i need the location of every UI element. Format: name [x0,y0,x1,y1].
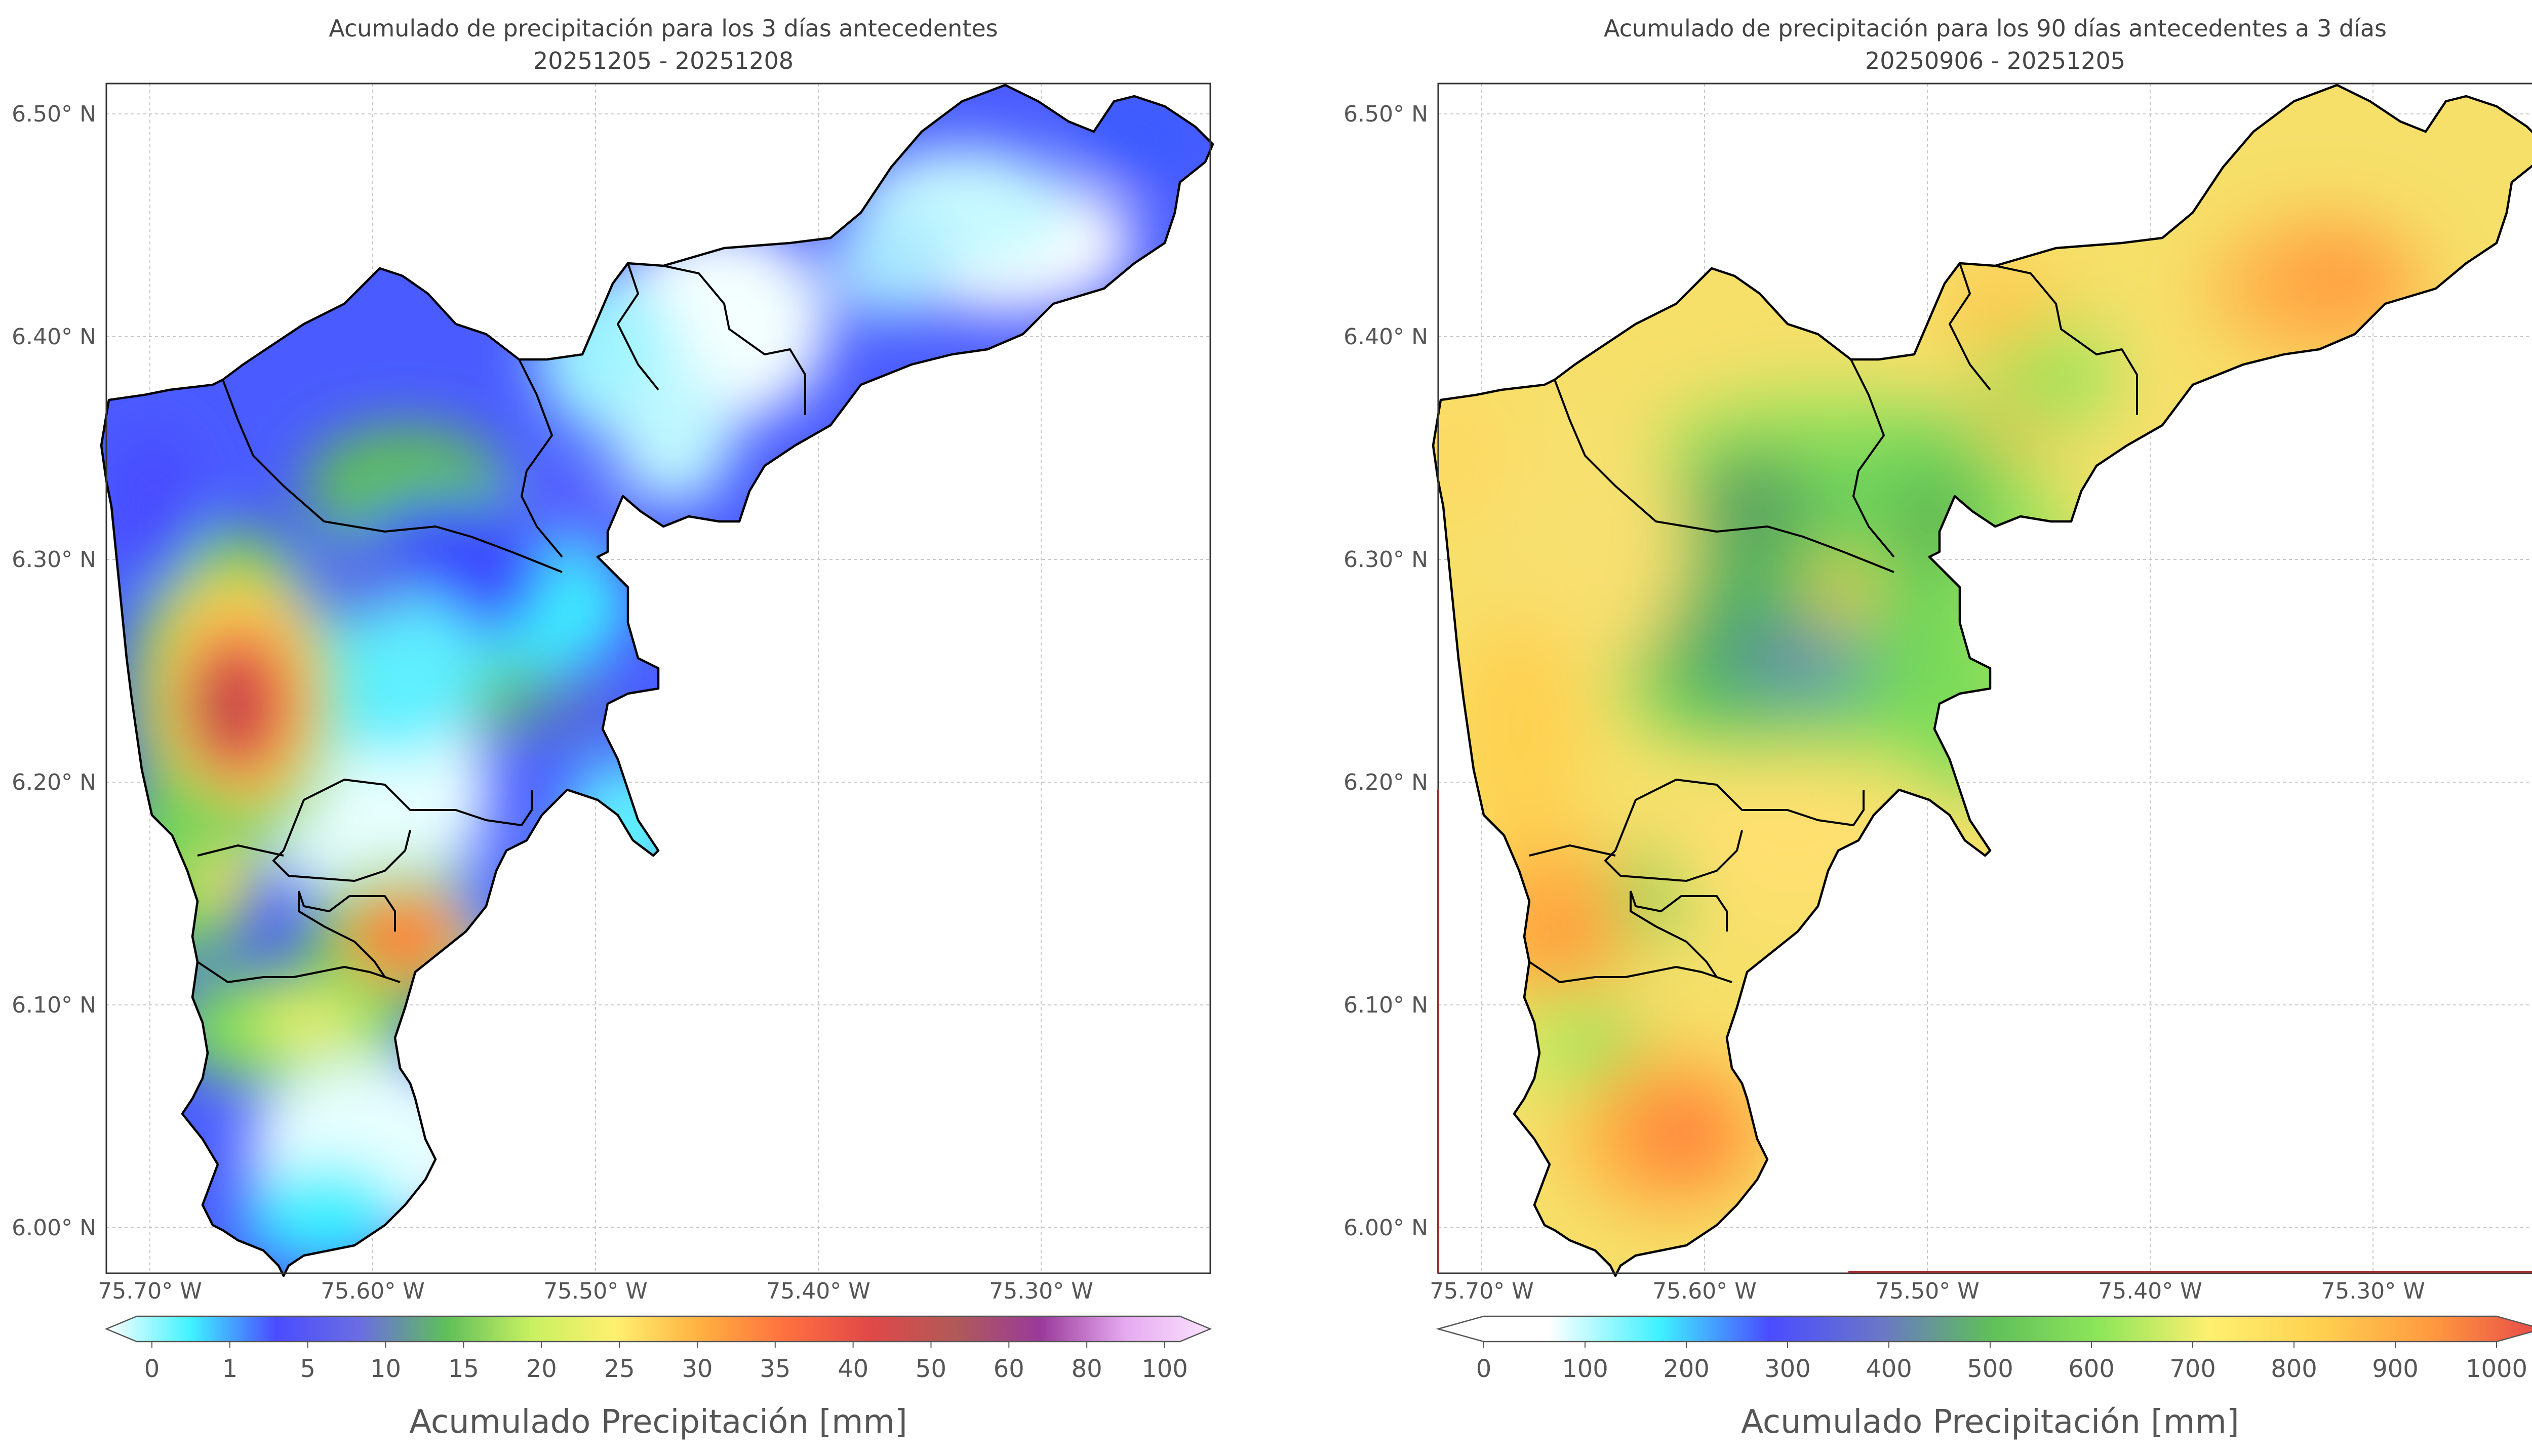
colorbar-tick-label: 50 [916,1355,946,1383]
colorbar-tick-label: 10 [370,1355,401,1383]
colorbar-tick-label: 900 [2372,1355,2419,1383]
colorbar-tick-label: 0 [1476,1355,1492,1383]
left-municipality-borders [196,263,806,983]
left-colorbar-bar [104,1315,1212,1343]
lon-label: 75.70° W [1430,1278,1533,1304]
colorbar-tick-label: 5 [300,1355,315,1383]
right-precip-field [1433,85,2532,1276]
colorbar-tick-label: 500 [1967,1355,2013,1383]
lon-label: 75.40° W [766,1278,870,1304]
right-colorbar-bar [1436,1315,2532,1343]
colorbar-tick-label: 400 [1866,1355,1912,1383]
colorbar-tick-label: 15 [448,1355,479,1383]
lon-label: 75.50° W [543,1278,647,1304]
lat-label: 6.00° N [12,1215,96,1241]
colorbar-tick-label: 80 [1072,1355,1102,1383]
panel-right: Acumulado de precipitación para los 90 d… [1343,15,2532,1441]
left-lon-labels: 75.70° W 75.60° W 75.50° W 75.40° W 75.3… [98,1278,1093,1304]
left-map-frame [105,83,1211,1274]
colorbar-tick-label: 40 [838,1355,868,1383]
colorbar-tick-label: 60 [994,1355,1024,1383]
colorbar-tick-label: 1 [222,1355,238,1383]
left-colorbar: 0 1 5 10 15 20 25 30 35 40 50 60 80 100 Acumulado Pre… [104,1315,1212,1441]
left-title-line2: 20251205 - 20251208 [533,47,794,74]
colorbar-tick-label: 100 [1562,1355,1608,1383]
lat-label: 6.40° N [12,324,96,350]
left-title-line1: Acumulado de precipitación para los 3 dí… [329,15,998,42]
lat-label: 6.40° N [1343,324,1428,350]
colorbar-tick-label: 300 [1764,1355,1811,1383]
lon-label: 75.60° W [1652,1278,1756,1304]
colorbar-tick-label: 1000 [2466,1355,2527,1383]
right-title-line1: Acumulado de precipitación para los 90 d… [1604,15,2387,42]
lat-label: 6.00° N [1343,1215,1428,1241]
right-municipality-borders [1528,263,2138,983]
right-lat-labels: 6.50° N 6.40° N 6.30° N 6.20° N 6.10° N … [1343,101,1428,1241]
lon-label: 75.30° W [2321,1278,2425,1304]
lat-label: 6.50° N [12,101,96,127]
left-colorbar-label: Acumulado Precipitación [mm] [409,1403,907,1441]
colorbar-tick-label: 30 [682,1355,713,1383]
lat-label: 6.20° N [12,770,96,795]
lat-label: 6.10° N [12,992,96,1018]
colorbar-tick-label: 100 [1141,1355,1188,1383]
lon-label: 75.50° W [1875,1278,1979,1304]
left-lat-labels: 6.50° N 6.40° N 6.30° N 6.20° N 6.10° N … [12,101,96,1241]
colorbar-tick-label: 20 [526,1355,557,1383]
right-colorbar-ticks: 0 100 200 300 400 500 600 700 800 900 1000 [1476,1342,2527,1383]
right-colorbar-label: Acumulado Precipitación [mm] [1741,1403,2239,1441]
colorbar-tick-label: 35 [760,1355,790,1383]
lon-label: 75.40° W [2098,1278,2202,1304]
colorbar-tick-label: 800 [2271,1355,2317,1383]
lat-label: 6.10° N [1343,992,1428,1018]
lat-label: 6.30° N [12,547,96,573]
panel-left: Acumulado de precipitación para los 3 dí… [12,15,1225,1441]
lon-label: 75.30° W [989,1278,1093,1304]
left-colorbar-ticks: 0 1 5 10 15 20 25 30 35 40 50 60 80 100 [144,1342,1188,1383]
right-colorbar: 0 100 200 300 400 500 600 700 800 900 1000 Acumula… [1436,1315,2532,1441]
colorbar-tick-label: 25 [604,1355,635,1383]
colorbar-tick-label: 700 [2169,1355,2216,1383]
lat-label: 6.50° N [1343,101,1428,127]
lon-label: 75.60° W [321,1278,424,1304]
right-lon-labels: 75.70° W 75.60° W 75.50° W 75.40° W 75.3… [1430,1278,2425,1304]
colorbar-tick-label: 600 [2068,1355,2115,1383]
colorbar-tick-label: 200 [1663,1355,1710,1383]
lat-label: 6.30° N [1343,547,1428,573]
lon-label: 75.70° W [98,1278,202,1304]
right-title-line2: 20250906 - 20251205 [1865,47,2125,74]
colorbar-tick-label: 0 [144,1355,160,1383]
lat-label: 6.20° N [1343,770,1428,795]
